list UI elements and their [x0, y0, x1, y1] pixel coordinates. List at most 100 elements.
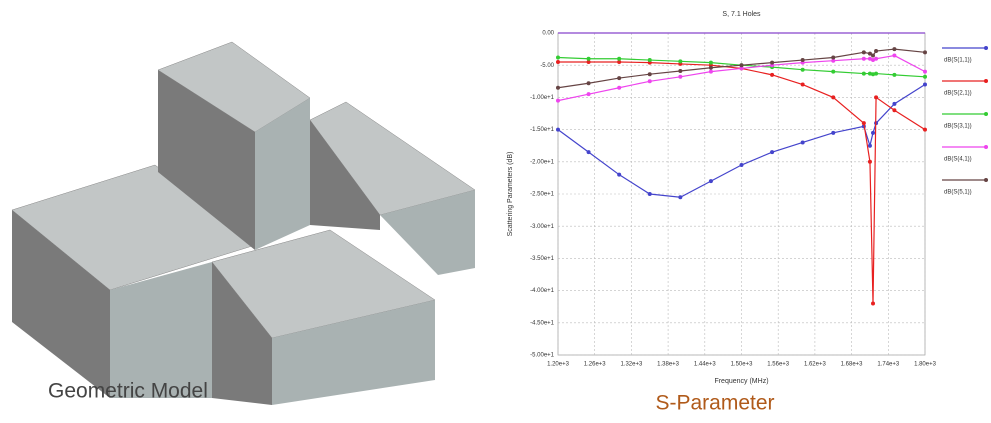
chart-caption: S-Parameter	[655, 392, 774, 415]
legend-label: dB(S(4,1))	[944, 157, 972, 163]
legend-label: dB(S(5,1))	[944, 190, 972, 196]
data-point	[739, 163, 744, 168]
y-tick-label: -4.00e+1	[530, 288, 555, 294]
data-point	[678, 59, 683, 64]
data-point	[923, 50, 927, 55]
data-point	[831, 69, 836, 74]
data-point	[874, 95, 879, 100]
data-point	[617, 76, 622, 81]
data-point	[739, 66, 744, 71]
data-point	[861, 121, 866, 126]
data-point	[871, 53, 876, 58]
data-point	[831, 55, 836, 60]
y-tick-label: -1.00e+1	[530, 95, 555, 101]
y-tick-label: -3.50e+1	[530, 256, 555, 262]
data-point	[586, 56, 591, 61]
x-tick-label: 1.80e+3	[914, 362, 937, 368]
data-point	[874, 71, 879, 76]
legend-marker	[984, 46, 988, 50]
y-tick-label: 0.00	[542, 31, 554, 37]
y-tick-label: -2.50e+1	[530, 192, 555, 198]
data-point	[586, 150, 591, 155]
data-point	[800, 82, 805, 87]
x-tick-label: 1.32e+3	[620, 362, 643, 368]
legend-marker	[984, 112, 988, 116]
data-point	[871, 72, 876, 77]
data-point	[800, 140, 805, 145]
data-point	[923, 82, 927, 87]
x-tick-label: 1.44e+3	[694, 362, 717, 368]
data-point	[871, 301, 876, 306]
x-tick-label: 1.68e+3	[841, 362, 864, 368]
model-caption: Geometric Model	[48, 380, 208, 403]
legend-marker	[984, 178, 988, 182]
legend-marker	[984, 79, 988, 83]
data-point	[800, 67, 805, 72]
data-point	[586, 92, 591, 97]
geometric-model: Geometric Model	[11, 41, 476, 405]
data-point	[617, 59, 622, 64]
y-tick-label: -1.50e+1	[530, 127, 555, 133]
data-point	[678, 74, 683, 79]
data-point	[678, 68, 683, 73]
data-point	[892, 72, 897, 77]
data-point	[800, 58, 805, 63]
y-tick-label: -2.00e+1	[530, 159, 555, 165]
data-point	[739, 63, 744, 68]
series-line	[558, 61, 926, 304]
data-point	[647, 72, 652, 77]
data-point	[556, 85, 560, 90]
data-point	[923, 127, 927, 132]
data-point	[708, 69, 713, 74]
data-point	[586, 59, 591, 64]
data-point	[871, 130, 876, 135]
x-tick-label: 1.20e+3	[547, 362, 570, 368]
data-point	[923, 74, 927, 79]
y-tick-label: -4.50e+1	[530, 320, 555, 326]
data-point	[556, 55, 560, 60]
legend-marker	[984, 145, 988, 149]
data-point	[647, 58, 652, 63]
data-point	[617, 172, 622, 177]
x-axis-label: Frequency (MHz)	[714, 378, 768, 385]
data-point	[647, 79, 652, 84]
x-tick-label: 1.50e+3	[731, 362, 754, 368]
data-point	[556, 59, 560, 64]
data-point	[831, 130, 836, 135]
data-point	[770, 72, 775, 77]
legend-label: dB(S(3,1))	[944, 124, 972, 130]
data-point	[874, 49, 879, 54]
data-point	[556, 98, 560, 103]
data-point	[770, 150, 775, 155]
series-line	[557, 48, 926, 89]
y-tick-label: -5.00	[540, 63, 554, 69]
data-point	[923, 69, 927, 74]
data-point	[708, 179, 713, 184]
x-tick-label: 1.38e+3	[657, 362, 680, 368]
data-point	[586, 81, 591, 86]
y-axis-label: Scattering Parameters (dB)	[507, 152, 514, 237]
x-tick-label: 1.62e+3	[804, 362, 827, 368]
chart: 0.00 -5.00 -1.00e+1 -1.50e+1 -2.00e+1 -2.50e+…	[507, 11, 988, 385]
data-point	[867, 51, 872, 56]
data-point	[617, 85, 622, 90]
data-point	[867, 71, 872, 76]
data-point	[708, 65, 713, 70]
data-point	[867, 159, 872, 164]
data-point	[892, 47, 897, 52]
y-tick-label: -3.00e+1	[530, 224, 555, 230]
x-tick-label: 1.56e+3	[767, 362, 790, 368]
x-tick-label: 1.74e+3	[877, 362, 900, 368]
data-point	[871, 58, 876, 63]
data-point	[867, 56, 872, 61]
legend-label: dB(S(1,1))	[944, 58, 972, 64]
data-point	[867, 143, 872, 148]
chart-title: S, 7.1 Holes	[722, 11, 761, 18]
data-point	[831, 95, 836, 100]
data-point	[874, 56, 879, 61]
y-tick-label: -5.00e+1	[530, 353, 555, 359]
legend-label: dB(S(2,1))	[944, 91, 972, 97]
data-point	[892, 108, 897, 113]
data-point	[831, 58, 836, 63]
